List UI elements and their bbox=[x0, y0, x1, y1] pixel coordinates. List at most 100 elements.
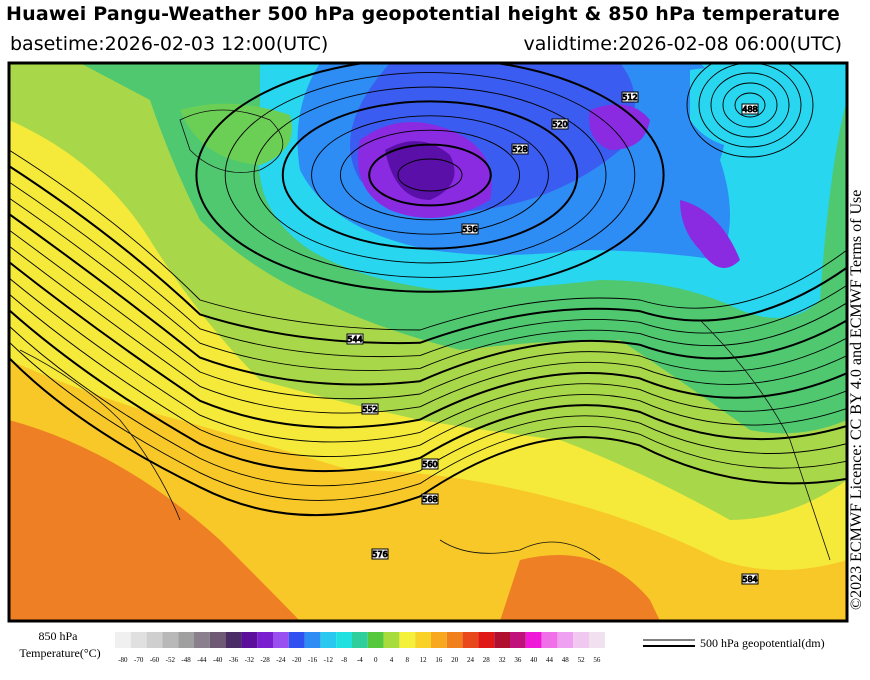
colorbar-tick-label: 8 bbox=[406, 656, 410, 664]
colorbar-swatch bbox=[288, 632, 305, 648]
contour-line bbox=[224, 72, 636, 278]
colorbar-tick-label: 44 bbox=[546, 656, 554, 664]
contour-label: 512 bbox=[622, 93, 637, 102]
contour-line bbox=[9, 261, 847, 429]
contours: 488 512 520 528 536 544 552 560 568 576 584 bbox=[9, 63, 847, 585]
contour-label: 520 bbox=[552, 120, 567, 129]
title: Huawei Pangu-Weather 500 hPa geopotentia… bbox=[6, 3, 840, 25]
colorbar-tick-label: -60 bbox=[150, 656, 160, 664]
colorbar-swatch bbox=[367, 632, 384, 648]
coastlines bbox=[19, 109, 831, 561]
colorbar-swatch bbox=[462, 632, 479, 648]
colorbar-swatch bbox=[146, 632, 163, 648]
colorbar-tick-label: -12 bbox=[324, 656, 334, 664]
contour-label-bg bbox=[421, 493, 439, 505]
colorbar-swatch bbox=[525, 632, 542, 648]
contour-line bbox=[734, 92, 766, 118]
contour-label: 584 bbox=[742, 575, 757, 584]
colorbar-tick-label: -4 bbox=[357, 656, 363, 664]
contour-line bbox=[9, 213, 847, 386]
contour-line bbox=[9, 325, 847, 487]
colorbar-tick-label: 12 bbox=[420, 656, 428, 664]
contour-line bbox=[281, 100, 579, 250]
colorbar-swatch bbox=[399, 632, 416, 648]
colorbar-swatch bbox=[257, 632, 273, 648]
contour-line bbox=[686, 63, 814, 158]
colorbar-tick-label: -8 bbox=[341, 656, 347, 664]
colorbar-tick-label: 40 bbox=[530, 656, 538, 664]
contour-line bbox=[9, 245, 847, 414]
contour-line bbox=[339, 129, 521, 221]
colorbar-tick-label: -52 bbox=[166, 656, 176, 664]
contour-line bbox=[9, 309, 847, 473]
contour-line bbox=[9, 357, 847, 517]
contour-label-bg bbox=[621, 91, 639, 103]
contour-label: 544 bbox=[347, 335, 362, 344]
colorbar-swatch bbox=[178, 632, 194, 648]
colorbar-swatch bbox=[225, 632, 242, 648]
colorbar-tick-label: -32 bbox=[245, 656, 255, 664]
contour-label-bg bbox=[346, 333, 364, 345]
contour-line bbox=[9, 197, 847, 371]
colorbar-tick-label: 16 bbox=[435, 656, 443, 664]
colorbar-swatch bbox=[589, 632, 605, 648]
colorbar-swatch bbox=[115, 632, 131, 648]
contour-label-bg bbox=[421, 458, 439, 470]
contour-line bbox=[9, 149, 847, 331]
colorbar-swatch bbox=[383, 632, 400, 648]
contour-line bbox=[368, 143, 492, 207]
colorbar-swatch bbox=[446, 632, 463, 648]
colorbar-swatch bbox=[478, 632, 495, 648]
contour-line bbox=[9, 341, 847, 501]
legend-title: 850 hPa bbox=[39, 629, 79, 643]
validtime: validtime:2026-02-08 06:00(UTC) bbox=[523, 33, 842, 55]
colorbar-tick-label: 32 bbox=[499, 656, 507, 664]
contour-line bbox=[311, 115, 549, 235]
colorbar-tick-label: -16 bbox=[308, 656, 318, 664]
colorbar-swatch bbox=[510, 632, 526, 648]
contour-label-bg bbox=[551, 118, 569, 130]
colorbar-tick-label: -24 bbox=[276, 656, 286, 664]
colorbar-tick-label: 20 bbox=[451, 656, 459, 664]
map-fill bbox=[9, 63, 847, 621]
contour-label-bg bbox=[371, 548, 389, 560]
colorbar-swatch bbox=[194, 632, 210, 648]
colorbar-tick-label: -40 bbox=[213, 656, 223, 664]
contour-label: 576 bbox=[372, 550, 387, 559]
colorbar-tick-label: 56 bbox=[593, 656, 601, 664]
colorbar-swatch bbox=[494, 632, 510, 648]
contour-line bbox=[9, 293, 847, 457]
colorbar-swatch bbox=[541, 632, 558, 648]
colorbar-tick-label: 28 bbox=[483, 656, 491, 664]
contour-label: 552 bbox=[362, 405, 377, 414]
basetime: basetime:2026-02-03 12:00(UTC) bbox=[10, 33, 329, 55]
colorbar-tick-label: -70 bbox=[134, 656, 144, 664]
contour-line bbox=[397, 158, 463, 192]
contour-label: 568 bbox=[422, 495, 437, 504]
colorbar-tick-label: 52 bbox=[578, 656, 586, 664]
colorbar-swatch bbox=[273, 632, 289, 648]
colorbar-tick-label: -44 bbox=[197, 656, 207, 664]
contour-label-bg bbox=[361, 403, 379, 415]
contour-line bbox=[722, 82, 778, 128]
colorbar-swatch bbox=[162, 632, 179, 648]
contour-line bbox=[9, 229, 847, 400]
contour-label: 488 bbox=[742, 105, 757, 114]
legend: 850 hPa Temperature(°C) 500 hPa geopoten… bbox=[19, 629, 824, 664]
contour-label: 536 bbox=[462, 225, 477, 234]
colorbar-tick-label: 36 bbox=[514, 656, 522, 664]
colorbar-tick-label: 24 bbox=[467, 656, 475, 664]
colorbar-tick-label: -36 bbox=[229, 656, 239, 664]
contour-label-bg bbox=[741, 573, 759, 585]
colorbar-tick-label: 4 bbox=[390, 656, 394, 664]
colorbar-tick-label: -28 bbox=[260, 656, 270, 664]
contour-line bbox=[710, 72, 790, 138]
colorbar-swatch bbox=[241, 632, 258, 648]
colorbar-swatch bbox=[352, 632, 368, 648]
colorbar-tick-label: -80 bbox=[118, 656, 128, 664]
contour-line bbox=[9, 277, 847, 443]
colorbar-swatch bbox=[209, 632, 226, 648]
colorbar-swatch bbox=[431, 632, 447, 648]
